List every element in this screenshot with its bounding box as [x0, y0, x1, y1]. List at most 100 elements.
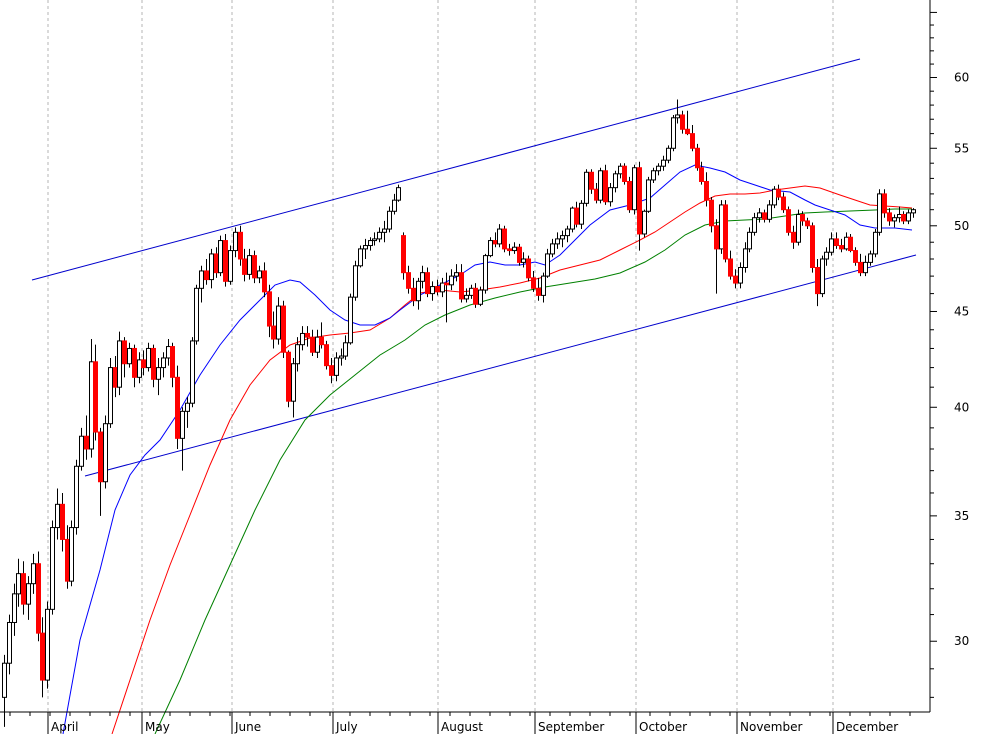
candle-up	[545, 253, 550, 277]
candle-down	[786, 209, 791, 233]
candle-up	[185, 402, 190, 412]
candle-down	[238, 231, 243, 260]
candle-down	[574, 207, 579, 225]
candle-up	[483, 255, 488, 291]
candle-up	[74, 465, 79, 529]
candle-down	[709, 199, 714, 227]
candle-up	[137, 359, 142, 378]
candle-down	[901, 213, 906, 222]
channel-line	[31, 58, 861, 281]
candle-up	[646, 179, 651, 212]
candle-down	[839, 245, 844, 250]
candle-up	[194, 287, 199, 342]
candle-up	[555, 238, 560, 245]
candle-up	[295, 344, 300, 365]
candle-down	[858, 261, 863, 274]
candle-down	[699, 167, 704, 182]
channel-line	[84, 254, 917, 477]
candle-up	[661, 159, 666, 167]
candle-up	[608, 187, 613, 203]
candle-down	[329, 365, 334, 376]
candle-up	[560, 235, 565, 240]
candle-up	[541, 275, 546, 296]
candle-up	[632, 167, 637, 211]
candle-down	[21, 573, 26, 605]
candle-up	[315, 336, 320, 353]
candle-up	[478, 289, 483, 305]
candle-up	[420, 272, 425, 282]
candle-up	[454, 272, 459, 277]
candle-down	[271, 325, 276, 340]
candle-down	[122, 340, 127, 365]
candle-up	[339, 355, 344, 359]
candles	[2, 99, 916, 727]
candle-down	[40, 632, 45, 681]
candle-up	[69, 527, 74, 582]
y-tick-label: 60	[954, 71, 969, 85]
candle-up	[892, 217, 897, 222]
candle-up	[382, 228, 387, 233]
candle-down	[776, 188, 781, 198]
candle-up	[156, 367, 161, 380]
candle-down	[695, 147, 700, 169]
candle-up	[570, 207, 575, 230]
candle-down	[93, 361, 98, 433]
candle-up	[353, 265, 358, 298]
candle-down	[204, 270, 209, 281]
candle-down	[622, 165, 627, 182]
candle-up	[656, 165, 661, 172]
candle-up	[642, 210, 647, 235]
candle-up	[372, 238, 377, 242]
candle-down	[594, 188, 599, 201]
candle-down	[800, 213, 805, 222]
candle-up	[521, 258, 526, 263]
candle-up	[190, 340, 195, 404]
candle-down	[685, 128, 690, 135]
candle-down	[324, 344, 329, 367]
candle-up	[598, 170, 603, 201]
candle-up	[108, 367, 113, 425]
x-tick-label: April	[51, 720, 78, 734]
candle-down	[151, 347, 156, 380]
candle-down	[406, 272, 411, 289]
candle-up	[873, 231, 878, 255]
x-tick-label: August	[441, 720, 483, 734]
candle-down	[589, 171, 594, 190]
candle-up	[31, 563, 36, 585]
candle-up	[613, 173, 618, 189]
candle-down	[493, 240, 498, 245]
candle-down	[36, 563, 41, 634]
candle-up	[772, 188, 777, 206]
candle-down	[242, 258, 247, 275]
candle-down	[502, 228, 507, 250]
candle-down	[848, 236, 853, 252]
candle-down	[65, 538, 70, 582]
candle-down	[444, 282, 449, 286]
x-tick-label: November	[740, 720, 802, 734]
candle-up	[440, 282, 445, 293]
candle-up	[358, 248, 363, 267]
candle-down	[536, 287, 541, 296]
candle-up	[79, 435, 84, 467]
candle-down	[175, 376, 180, 439]
candle-up	[863, 261, 868, 274]
candle-down	[84, 435, 89, 450]
x-tick-label: June	[234, 720, 261, 734]
candle-down	[214, 253, 219, 274]
y-tick-label: 45	[954, 304, 969, 318]
candle-down	[805, 220, 810, 227]
candle-down	[459, 272, 464, 300]
candle-down	[714, 225, 719, 250]
candle-down	[425, 272, 430, 295]
candle-down	[791, 231, 796, 243]
candle-up	[911, 209, 916, 214]
candle-up	[127, 347, 132, 365]
candle-up	[199, 270, 204, 289]
candle-up	[618, 165, 623, 175]
candle-down	[627, 180, 632, 211]
candle-down	[98, 431, 103, 483]
y-tick-label: 30	[954, 634, 969, 648]
candle-up	[161, 357, 166, 369]
